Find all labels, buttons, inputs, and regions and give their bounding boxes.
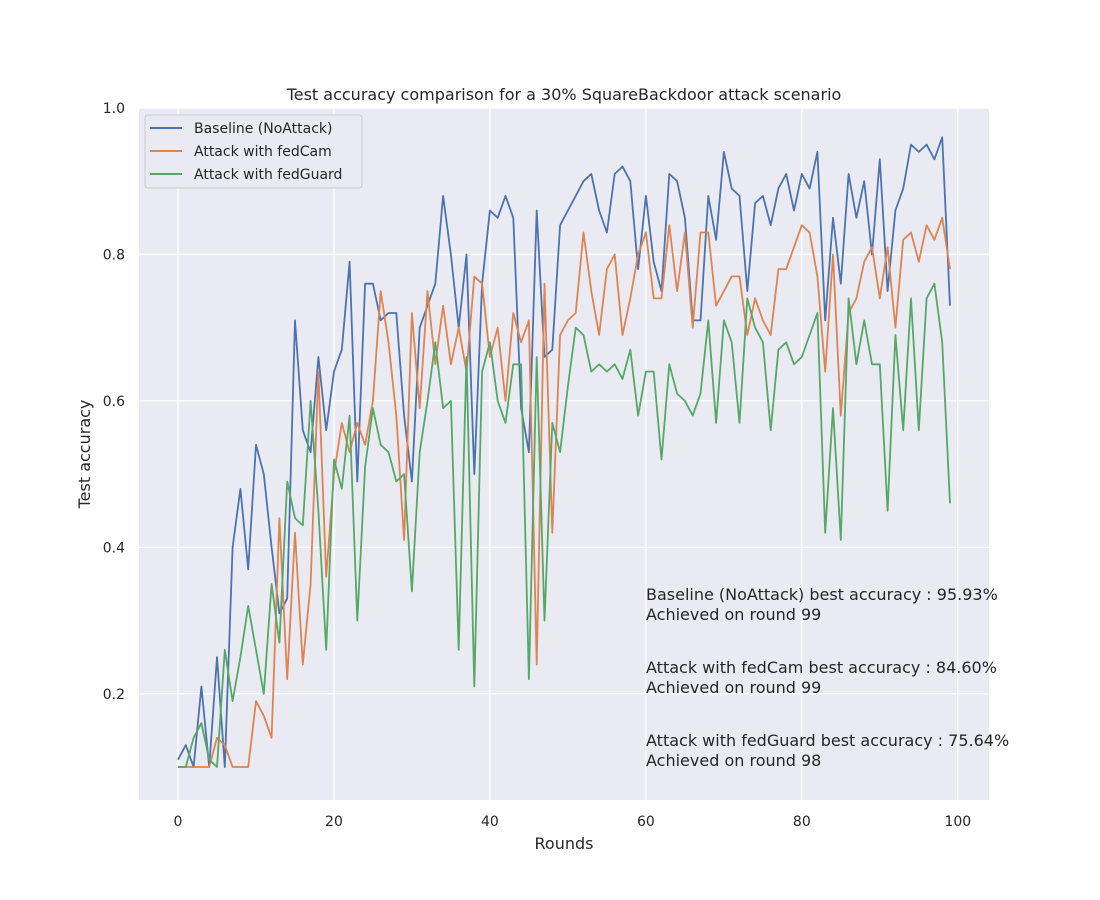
legend: Baseline (NoAttack) Attack with fedCam Att… xyxy=(144,114,363,189)
x-axis-label: Rounds xyxy=(535,834,594,853)
y-tick-label: 0.8 xyxy=(103,247,125,263)
annotation-best-accuracy-2: Attack with fedGuard best accuracy : 75.… xyxy=(646,731,1009,750)
annotation-best-accuracy-1: Attack with fedCam best accuracy : 84.60… xyxy=(646,658,997,677)
legend-label-1: Attack with fedCam xyxy=(194,144,332,160)
plot-area xyxy=(139,108,989,800)
y-tick-label: 0.6 xyxy=(103,394,125,410)
x-tick-label: 60 xyxy=(637,814,655,830)
annotation-best-accuracy-0: Baseline (NoAttack) best accuracy : 95.9… xyxy=(646,585,998,604)
x-tick-label: 20 xyxy=(325,814,343,830)
annotation-round-1: Achieved on round 99 xyxy=(646,678,821,697)
y-ticks: 0.2 0.4 0.6 0.8 1.0 xyxy=(103,101,125,703)
y-tick-label: 1.0 xyxy=(103,101,125,117)
y-tick-label: 0.2 xyxy=(103,687,125,703)
legend-box xyxy=(144,114,363,189)
grid xyxy=(139,107,989,800)
series-line-0 xyxy=(177,136,951,768)
x-tick-label: 100 xyxy=(944,814,971,830)
chart-title: Test accuracy comparison for a 30% Squar… xyxy=(286,85,842,104)
legend-label-0: Baseline (NoAttack) xyxy=(194,121,332,137)
series-line-1 xyxy=(178,216,951,768)
legend-label-2: Attack with fedGuard xyxy=(194,167,342,183)
y-axis-label: Test accuracy xyxy=(75,400,94,510)
x-tick-label: 40 xyxy=(481,814,499,830)
annotations: Baseline (NoAttack) best accuracy : 95.9… xyxy=(646,585,1009,770)
x-tick-label: 80 xyxy=(793,814,811,830)
annotation-round-0: Achieved on round 99 xyxy=(646,605,821,624)
x-ticks: 0 20 40 60 80 100 xyxy=(174,814,972,830)
annotation-round-2: Achieved on round 98 xyxy=(646,751,821,770)
series-line-2 xyxy=(178,282,951,768)
y-tick-label: 0.4 xyxy=(103,540,125,556)
series-group xyxy=(177,136,951,768)
x-tick-label: 0 xyxy=(174,814,183,830)
